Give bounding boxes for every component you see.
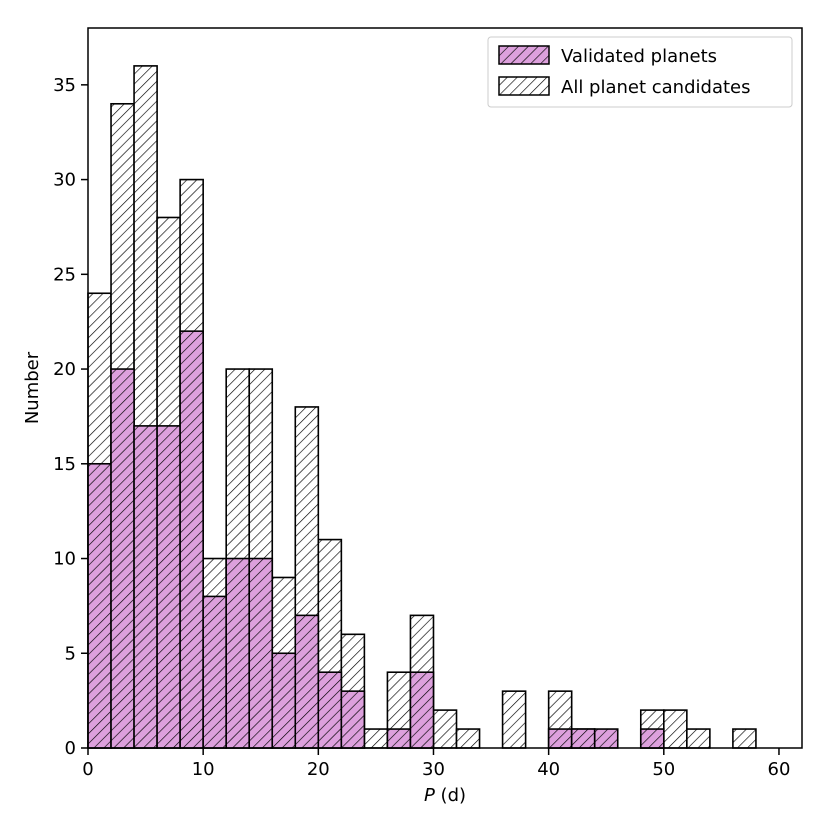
all-candidates-bar-hatch <box>364 729 388 748</box>
y-tick-label: 5 <box>65 643 76 664</box>
y-tick-label: 30 <box>53 170 76 191</box>
validated-bar-hatch <box>226 558 250 748</box>
x-tick-label: 0 <box>82 759 93 780</box>
all-candidates-bar-hatch <box>456 729 480 748</box>
legend-label-validated: Validated planets <box>561 46 717 67</box>
x-tick-label: 10 <box>192 759 215 780</box>
all-candidates-bar-hatch <box>663 710 687 748</box>
legend-swatch-validated-hatch <box>499 46 549 64</box>
validated-bar-hatch <box>180 331 204 748</box>
y-tick-label: 15 <box>53 454 76 475</box>
validated-bar-hatch <box>640 729 664 748</box>
y-axis: 0 5 10 15 20 25 30 35 <box>53 75 88 759</box>
validated-bar-hatch <box>249 558 273 748</box>
x-axis: 0 10 20 30 40 50 60 <box>82 748 790 780</box>
x-tick-label: 50 <box>652 759 675 780</box>
validated-bar-hatch <box>88 463 112 748</box>
y-tick-label: 0 <box>65 738 76 759</box>
x-tick-label: 40 <box>537 759 560 780</box>
y-tick-label: 35 <box>53 75 76 96</box>
x-tick-label: 20 <box>307 759 330 780</box>
x-axis-label: P (d) <box>424 785 466 806</box>
all-candidates-bar-hatch <box>732 729 756 748</box>
y-tick-label: 10 <box>53 549 76 570</box>
validated-bar-hatch <box>272 653 296 748</box>
validated-bar-hatch <box>203 596 227 748</box>
y-axis-label: Number <box>22 351 43 424</box>
y-tick-label: 25 <box>53 264 76 285</box>
legend-label-all: All planet candidates <box>561 77 750 98</box>
all-candidates-bar-hatch <box>686 729 710 748</box>
plot-frame <box>87 27 803 749</box>
validated-bars <box>87 330 665 749</box>
x-tick-label: 30 <box>422 759 445 780</box>
validated-bar-hatch <box>341 691 365 748</box>
validated-bar-hatch <box>318 672 342 748</box>
validated-bar-hatch <box>548 729 572 748</box>
validated-bar-hatch <box>410 672 434 748</box>
all-candidates-bar-hatch <box>433 710 457 748</box>
x-tick-label: 60 <box>768 759 791 780</box>
all-candidates-bar-hatch <box>502 691 526 748</box>
legend-frame <box>487 36 793 108</box>
legend: Validated planets All planet candidates <box>487 36 793 108</box>
legend-swatch-all-hatch <box>499 77 549 95</box>
validated-bar-hatch <box>157 425 181 748</box>
validated-bar-hatch <box>594 729 618 748</box>
y-tick-label: 20 <box>53 359 76 380</box>
validated-bar-hatch <box>134 425 158 748</box>
validated-bar-hatch <box>571 729 595 748</box>
validated-bar-hatch <box>111 369 135 748</box>
validated-bar-hatch <box>295 615 319 748</box>
validated-bar-hatch <box>387 729 411 748</box>
